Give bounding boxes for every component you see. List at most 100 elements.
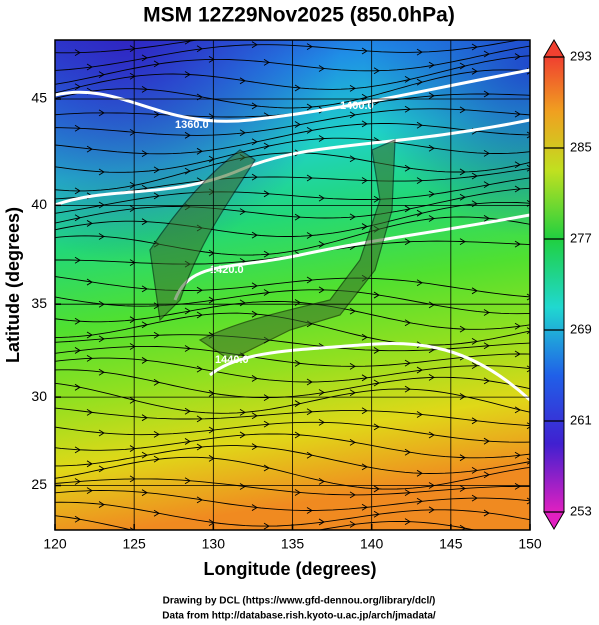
streamline-arrow	[404, 105, 411, 113]
streamline-arrow	[318, 240, 325, 248]
streamline-arrow	[141, 357, 148, 364]
streamline-arrow	[318, 389, 325, 396]
streamline-arrow	[263, 190, 270, 198]
streamline-arrow	[483, 309, 490, 316]
streamline-arrow	[514, 185, 521, 193]
streamline	[55, 187, 530, 224]
streamline-arrow	[263, 464, 270, 472]
streamline-arrow	[349, 439, 356, 446]
streamline	[55, 276, 530, 298]
streamline-arrow	[349, 521, 356, 528]
x-axis-label: Longitude (degrees)	[203, 559, 376, 579]
streamline-arrow	[318, 194, 325, 202]
streamline-arrow	[86, 145, 93, 153]
streamline-arrow	[361, 120, 368, 128]
streamline-arrow	[471, 172, 478, 180]
streamline	[55, 152, 530, 192]
streamline-arrow	[74, 478, 81, 485]
streamline	[55, 123, 530, 155]
streamline-arrow	[373, 379, 380, 387]
streamline-arrow	[86, 354, 93, 362]
colorbar-tick-label: 269	[570, 321, 592, 336]
streamline-arrow	[483, 90, 490, 98]
streamline-arrow	[405, 30, 410, 36]
streamline-arrow	[129, 181, 136, 189]
streamline	[55, 40, 201, 54]
streamline-arrow	[239, 77, 246, 85]
streamline-arrow	[98, 501, 105, 508]
streamline-arrow	[416, 366, 423, 374]
streamline-arrow	[350, 28, 355, 34]
streamline	[55, 108, 530, 136]
streamline-arrow	[74, 49, 81, 56]
streamline-arrow	[471, 362, 478, 370]
streamline-arrow	[129, 475, 136, 483]
streamline-arrow	[459, 106, 466, 114]
streamline-arrow	[539, 519, 544, 525]
streamline-arrow	[404, 238, 411, 246]
streamline-arrow	[196, 443, 203, 451]
streamline-arrow	[184, 345, 191, 352]
streamline-arrow	[471, 494, 478, 502]
streamline-arrow	[295, 27, 300, 33]
streamline-arrow	[74, 446, 81, 454]
korea-coast	[149, 149, 256, 322]
title: MSM 12Z29Nov2025 (850.0hPa)	[143, 4, 455, 27]
y-tick-label: 40	[31, 196, 47, 212]
streamline-arrow	[184, 40, 191, 45]
streamline-arrow	[416, 48, 423, 56]
x-tick-label: 150	[518, 536, 542, 552]
streamline-arrow	[251, 412, 258, 420]
streamline-arrow	[539, 389, 544, 395]
streamline-arrow	[98, 429, 105, 437]
streamline-arrow	[416, 177, 423, 185]
streamline-arrow	[263, 59, 270, 66]
streamline-arrow	[196, 45, 203, 53]
streamline-arrow	[514, 451, 521, 459]
streamline-arrow	[294, 489, 301, 496]
streamline-arrow	[416, 78, 423, 86]
streamline-arrow	[428, 374, 435, 381]
contour-label: 1360.0	[175, 119, 209, 131]
streamline	[55, 421, 530, 443]
streamline-arrow	[251, 173, 258, 181]
y-tick-label: 30	[31, 388, 47, 404]
streamline-arrow	[251, 443, 258, 451]
streamline-arrow	[428, 215, 435, 222]
streamline-arrow	[514, 240, 521, 248]
streamline-arrow	[239, 208, 246, 216]
streamline-arrow	[318, 518, 325, 526]
streamline-arrow	[318, 135, 325, 142]
streamline-arrow	[239, 431, 246, 439]
streamline-arrow	[459, 168, 466, 176]
streamline	[55, 357, 530, 383]
colorbar-tick-label: 261	[570, 412, 592, 427]
streamline	[55, 382, 530, 414]
streamline-arrow	[373, 485, 380, 493]
streamline-arrow	[404, 518, 411, 526]
streamline	[55, 345, 530, 367]
streamline-arrow	[251, 102, 258, 110]
streamline-arrow	[428, 301, 435, 309]
streamline-arrow	[526, 497, 530, 505]
streamline-arrow	[208, 296, 215, 304]
streamline-arrow	[306, 408, 313, 416]
streamline-arrow	[459, 393, 466, 400]
streamline-arrow	[86, 408, 93, 416]
streamline-arrow	[141, 451, 148, 459]
contour	[55, 68, 530, 123]
japan-coast	[198, 139, 396, 361]
streamline-arrow	[74, 515, 81, 523]
streamline-arrow	[294, 360, 301, 367]
streamline-arrow	[306, 451, 313, 459]
streamline-arrow	[184, 477, 191, 485]
colorbar: 253 261 269 277 285 293	[543, 39, 592, 530]
streamline-arrow	[526, 131, 530, 139]
streamline-arrow	[98, 465, 105, 473]
streamline-arrow	[306, 232, 313, 239]
y-axis-label: Latitude (degrees)	[3, 207, 23, 363]
streamline-arrow	[471, 417, 478, 425]
x-tick-label: 145	[439, 536, 463, 552]
streamline-arrow	[483, 377, 490, 385]
